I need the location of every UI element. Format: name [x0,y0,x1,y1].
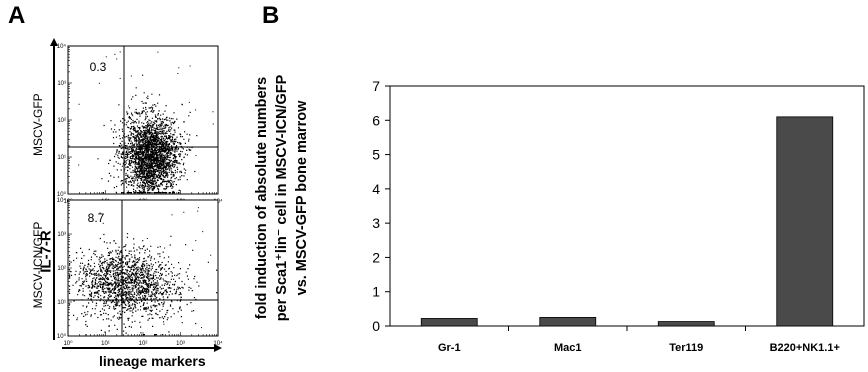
facs-sparse-dot [157,51,159,53]
facs-panel: 10⁰10⁰10¹10¹10²10²10³10³10⁴10⁴0.310⁰10⁰1… [50,38,223,352]
facs-sparse-dot [78,164,80,166]
y-tick-label: 5 [372,147,380,163]
facs-quadrant-value: 0.3 [90,60,107,74]
facs-sparse-dot [132,115,134,117]
facs-plot-1: 10⁰10⁰10¹10¹10²10²10³10³10⁴10⁴0.3 [57,43,223,205]
facs-sparse-dot [105,56,107,58]
facs-y-tick-label: 10¹ [57,155,66,161]
facs-x-tick-label: 10⁴ [213,340,223,347]
facs-y-tick-label: 10⁴ [57,197,67,204]
facs-y-tick-label: 10⁰ [57,333,67,340]
facs-sparse-dot [98,82,100,84]
facs-sparse-dot [139,309,141,311]
facs-sparse-dot [114,129,116,131]
facs-x-tick-label: 10³ [176,341,185,347]
y-tick-label: 3 [372,215,380,231]
panel-b-letter: B [262,2,280,29]
bar-mac1 [539,317,597,327]
facs-sparse-dot [112,257,114,259]
facs-sparse-dot [130,75,132,77]
panel-a-letter: A [8,2,26,29]
facs-sparse-dot [171,214,173,216]
y-tick-label: 7 [372,78,380,94]
facs-sparse-dot [85,306,87,308]
facs-sparse-dot [212,111,214,113]
facs-quadrant-value: 8.7 [88,211,105,225]
facs-sparse-dot [177,73,179,75]
y-tick-label: 4 [372,181,380,197]
bar-gr-1 [420,318,478,327]
facs-y-tick-label: 10⁴ [57,43,67,50]
x-tick-label: Mac1 [554,342,582,354]
facs-sparse-dot [164,247,166,249]
facs-sparse-dot [128,105,130,107]
facs-sparse-dot [195,155,197,157]
facs-sparse-dot [86,313,88,315]
facs-sparse-dot [102,222,104,224]
y-tick-label: 0 [372,318,380,334]
facs-sparse-dot [161,308,163,310]
facs-sparse-dot [176,300,178,302]
facs-sparse-dot [188,101,190,103]
facs-event-dots [97,74,198,194]
facs-sparse-dot [195,109,197,111]
facs-sparse-dot [99,212,101,214]
facs-y-tick-label: 10¹ [57,300,66,306]
facs-sparse-dot [146,238,148,240]
facs-x-axis-label: lineage markers [99,353,206,369]
facs-sparse-dot [119,77,121,79]
facs-sparse-dot [183,211,185,213]
facs-sparse-dot [210,254,212,256]
facs-sparse-dot [202,231,204,233]
x-tick-label: Gr-1 [438,342,461,354]
facs-sparse-dot [195,240,197,242]
facs-sparse-dot [114,53,116,55]
facs-y-tick-label: 10³ [57,232,66,238]
facs-sparse-dot [197,207,199,209]
facs-sparse-dot [133,154,135,156]
facs-y-tick-label: 10⁰ [57,191,67,198]
facs-sparse-dot [178,67,180,69]
facs-sparse-dot [119,51,121,53]
bar-ter119 [657,321,715,327]
y-tick-label: 2 [372,249,380,265]
facs-sparse-dot [115,292,117,294]
facs-sparse-dot [120,180,122,182]
facs-sparse-dot [116,58,118,60]
y-tick-label: 1 [372,284,380,300]
facs-sparse-dot [167,119,169,121]
facs-x-tick-label: 10⁰ [63,340,73,347]
facs-sparse-dot [146,97,148,99]
facs-sparse-dot [197,210,199,212]
y-tick-label: 6 [372,112,380,128]
facs-sparse-dot [201,327,203,329]
facs-sparse-dot [76,317,78,319]
facs-x-tick-label: 10¹ [101,341,110,347]
facs-sparse-dot [212,123,214,125]
bar-b220-nk1-1- [776,116,834,327]
x-tick-label: Ter119 [669,342,703,354]
facs-y-tick-label: 10³ [57,81,66,87]
x-tick-label: B220+NK1.1+ [770,342,840,354]
facs-sparse-dot [169,287,171,289]
bar-chart: 0 1 2 3 4 5 6 7 Gr-1 Mac1 Ter119 B220+NK1.1+ [372,78,865,354]
facs-x-tick-label: 10² [139,341,148,347]
facs-y-tick-label: 10² [57,266,66,272]
facs-sparse-dot [108,324,110,326]
facs-sparse-dot [78,103,80,105]
facs-sparse-dot [189,65,191,67]
facs-sparse-dot [163,323,165,325]
facs-y-tick-label: 10² [57,118,66,124]
